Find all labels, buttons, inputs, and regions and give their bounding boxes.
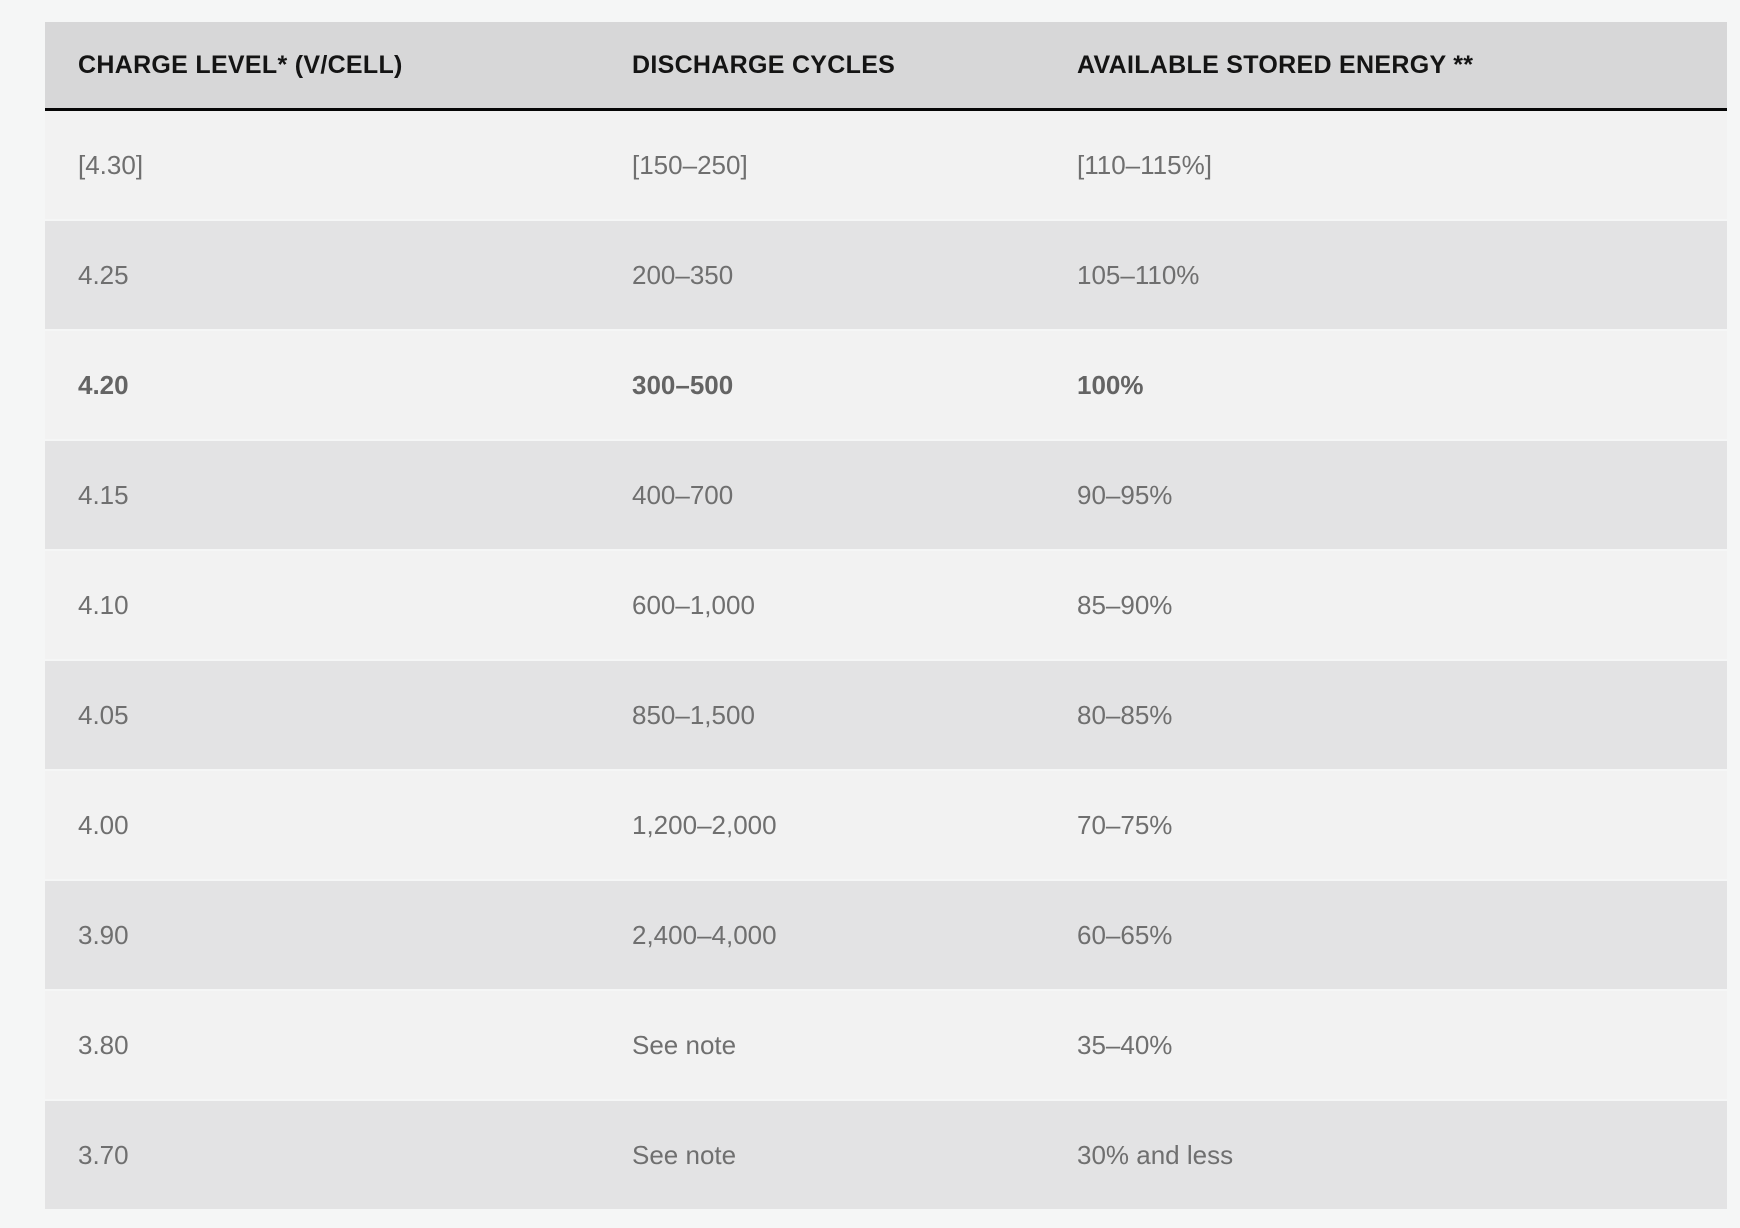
cell-stored-energy: 105–110% [1044,221,1727,331]
cell-charge-level: 4.05 [45,661,599,771]
cell-stored-energy: 60–65% [1044,881,1727,991]
battery-charge-table: CHARGE LEVEL* (V/CELL) DISCHARGE CYCLES … [45,22,1727,1211]
table-row: 4.00 1,200–2,000 70–75% [45,771,1727,881]
cell-stored-energy: 70–75% [1044,771,1727,881]
cell-charge-level: 3.80 [45,991,599,1101]
table-row: 4.10 600–1,000 85–90% [45,551,1727,661]
table-row: 4.15 400–700 90–95% [45,441,1727,551]
cell-charge-level: 4.20 [45,331,599,441]
cell-discharge-cycles: [150–250] [599,111,1044,221]
cell-stored-energy: 80–85% [1044,661,1727,771]
cell-stored-energy: 85–90% [1044,551,1727,661]
cell-discharge-cycles: 1,200–2,000 [599,771,1044,881]
cell-stored-energy: 90–95% [1044,441,1727,551]
cell-charge-level: [4.30] [45,111,599,221]
cell-discharge-cycles: 400–700 [599,441,1044,551]
header-row: CHARGE LEVEL* (V/CELL) DISCHARGE CYCLES … [45,22,1727,111]
cell-stored-energy: 35–40% [1044,991,1727,1101]
col-header-stored-energy: AVAILABLE STORED ENERGY ** [1044,22,1727,111]
cell-discharge-cycles: 200–350 [599,221,1044,331]
col-header-discharge-cycles: DISCHARGE CYCLES [599,22,1044,111]
cell-charge-level: 4.25 [45,221,599,331]
table-row: 4.25 200–350 105–110% [45,221,1727,331]
cell-discharge-cycles: 600–1,000 [599,551,1044,661]
table-row: 3.90 2,400–4,000 60–65% [45,881,1727,991]
table-row: 4.20 300–500 100% [45,331,1727,441]
cell-discharge-cycles: 300–500 [599,331,1044,441]
cell-stored-energy: 30% and less [1044,1101,1727,1211]
cell-charge-level: 3.70 [45,1101,599,1211]
cell-charge-level: 3.90 [45,881,599,991]
table-row: 3.80 See note 35–40% [45,991,1727,1101]
cell-stored-energy: 100% [1044,331,1727,441]
table-row: [4.30] [150–250] [110–115%] [45,111,1727,221]
table-row: 3.70 See note 30% and less [45,1101,1727,1211]
col-header-charge-level: CHARGE LEVEL* (V/CELL) [45,22,599,111]
cell-discharge-cycles: 850–1,500 [599,661,1044,771]
cell-discharge-cycles: See note [599,991,1044,1101]
cell-discharge-cycles: See note [599,1101,1044,1211]
cell-discharge-cycles: 2,400–4,000 [599,881,1044,991]
table-row: 4.05 850–1,500 80–85% [45,661,1727,771]
cell-charge-level: 4.15 [45,441,599,551]
cell-stored-energy: [110–115%] [1044,111,1727,221]
cell-charge-level: 4.00 [45,771,599,881]
cell-charge-level: 4.10 [45,551,599,661]
